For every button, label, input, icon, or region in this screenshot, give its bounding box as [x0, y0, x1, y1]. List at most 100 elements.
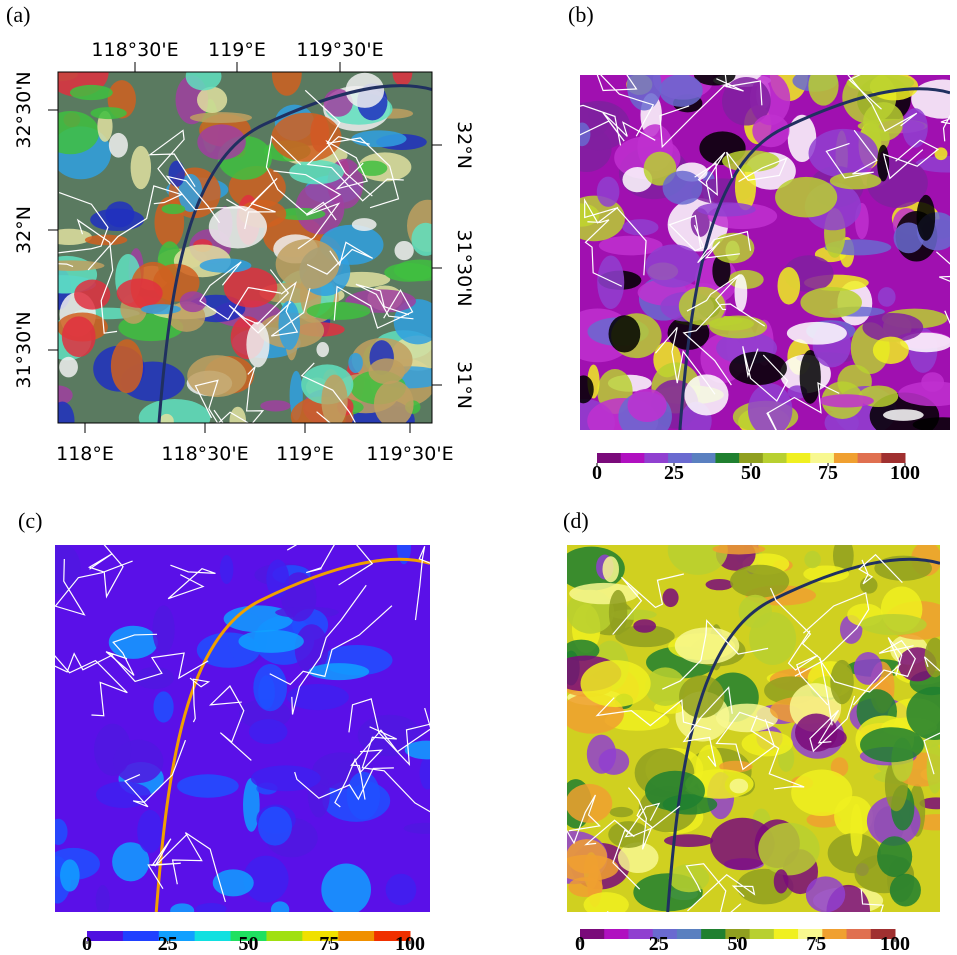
- boundary: [848, 75, 882, 110]
- map-patch: [602, 556, 619, 583]
- map-patch: [178, 173, 203, 213]
- colorbar-segment: [691, 453, 716, 463]
- boundary: [742, 346, 789, 402]
- boundary: [147, 834, 187, 890]
- map-patch: [818, 394, 874, 408]
- colorbar-segment: [786, 453, 811, 463]
- map-patch: [306, 301, 371, 320]
- boundary: [694, 151, 726, 203]
- map-patch: [803, 565, 850, 583]
- colorbar-segment: [676, 929, 702, 939]
- colorbar-tick-label: 25: [664, 462, 684, 484]
- colorbar-segment: [652, 929, 678, 939]
- boundary: [333, 285, 414, 329]
- boundary: [882, 139, 940, 180]
- colorbar-segment: [822, 929, 848, 939]
- map-patch: [110, 339, 144, 394]
- map-layer: [580, 75, 950, 430]
- colorbar-tick-label: 0: [575, 933, 585, 950]
- map-patch: [786, 321, 847, 345]
- colorbar-segment: [810, 453, 835, 463]
- colorbar-segment: [725, 929, 751, 939]
- map-patch: [758, 822, 820, 876]
- boundary: [726, 151, 788, 183]
- map-patch: [805, 876, 846, 912]
- map-patch: [281, 572, 317, 622]
- map-patch: [799, 350, 821, 404]
- map-patch: [645, 667, 686, 706]
- colorbar-segment: [580, 929, 605, 939]
- map-patch: [860, 613, 927, 636]
- map-patch: [734, 164, 757, 211]
- boundary: [414, 546, 430, 621]
- boundary: [923, 656, 940, 775]
- map-patch: [185, 72, 222, 91]
- map-patch: [898, 381, 950, 407]
- lon-tick-label: 118°30'E: [91, 39, 178, 61]
- boundary: [171, 832, 226, 903]
- colorbar-tick-label: 75: [806, 933, 826, 950]
- map-patch: [934, 147, 948, 161]
- map-patch: [719, 760, 753, 773]
- map-patch: [863, 102, 904, 142]
- map-patch: [800, 287, 862, 318]
- boundary: [124, 739, 187, 808]
- boundary: [794, 591, 870, 677]
- boundary: [818, 637, 903, 693]
- river: [157, 84, 432, 423]
- colorbar-segment: [773, 929, 799, 939]
- map-patch: [60, 859, 80, 892]
- map-patch: [568, 877, 603, 898]
- map-patch: [212, 869, 254, 897]
- boundary: [606, 910, 609, 912]
- boundary: [269, 605, 393, 686]
- boundary: [199, 261, 281, 321]
- boundary: [58, 191, 109, 254]
- colorbar-segment: [668, 453, 693, 463]
- map-patch: [351, 218, 377, 232]
- colorbar-segment: [620, 453, 645, 463]
- lon-tick-label: 118°E: [56, 443, 114, 465]
- map-patch: [912, 417, 950, 430]
- map-patch: [741, 730, 793, 757]
- boundary: [809, 695, 856, 753]
- map-patch: [197, 124, 246, 160]
- map-patch: [346, 771, 381, 820]
- map-patch: [722, 77, 771, 126]
- colorbar-tick-label: 25: [158, 933, 178, 950]
- lat-tick-label: 32°30'N: [13, 71, 35, 148]
- colorbar-segment: [604, 929, 629, 939]
- boundary: [304, 89, 400, 209]
- map-patch: [924, 637, 940, 678]
- boundary: [858, 553, 903, 585]
- map-patch: [308, 663, 370, 681]
- map-patch: [777, 267, 801, 305]
- map-patch: [730, 564, 790, 598]
- map-patch: [108, 132, 128, 158]
- map-patch: [321, 374, 348, 423]
- boundary: [87, 185, 184, 271]
- colorbar-tick-label: 75: [319, 933, 339, 950]
- map-patch: [403, 822, 430, 834]
- map-patch: [159, 413, 174, 423]
- map-patch: [608, 315, 641, 353]
- map-patch: [219, 555, 234, 584]
- boundary: [580, 104, 622, 146]
- colorbar-tick-label: 100: [880, 933, 910, 950]
- map-patch: [729, 351, 787, 385]
- map-patch: [199, 258, 252, 273]
- map-patch: [74, 279, 111, 310]
- boundary: [668, 214, 705, 252]
- boundary: [273, 170, 342, 250]
- map-patch: [116, 278, 163, 308]
- map-patch: [393, 299, 432, 345]
- map-image: [567, 545, 940, 912]
- lat-tick-label: 32°N: [453, 121, 475, 169]
- map-patch: [246, 321, 270, 368]
- map-patch: [179, 291, 207, 313]
- river: [678, 87, 950, 430]
- map-patch: [694, 75, 736, 86]
- map-patch: [609, 806, 634, 818]
- boundary: [612, 573, 684, 635]
